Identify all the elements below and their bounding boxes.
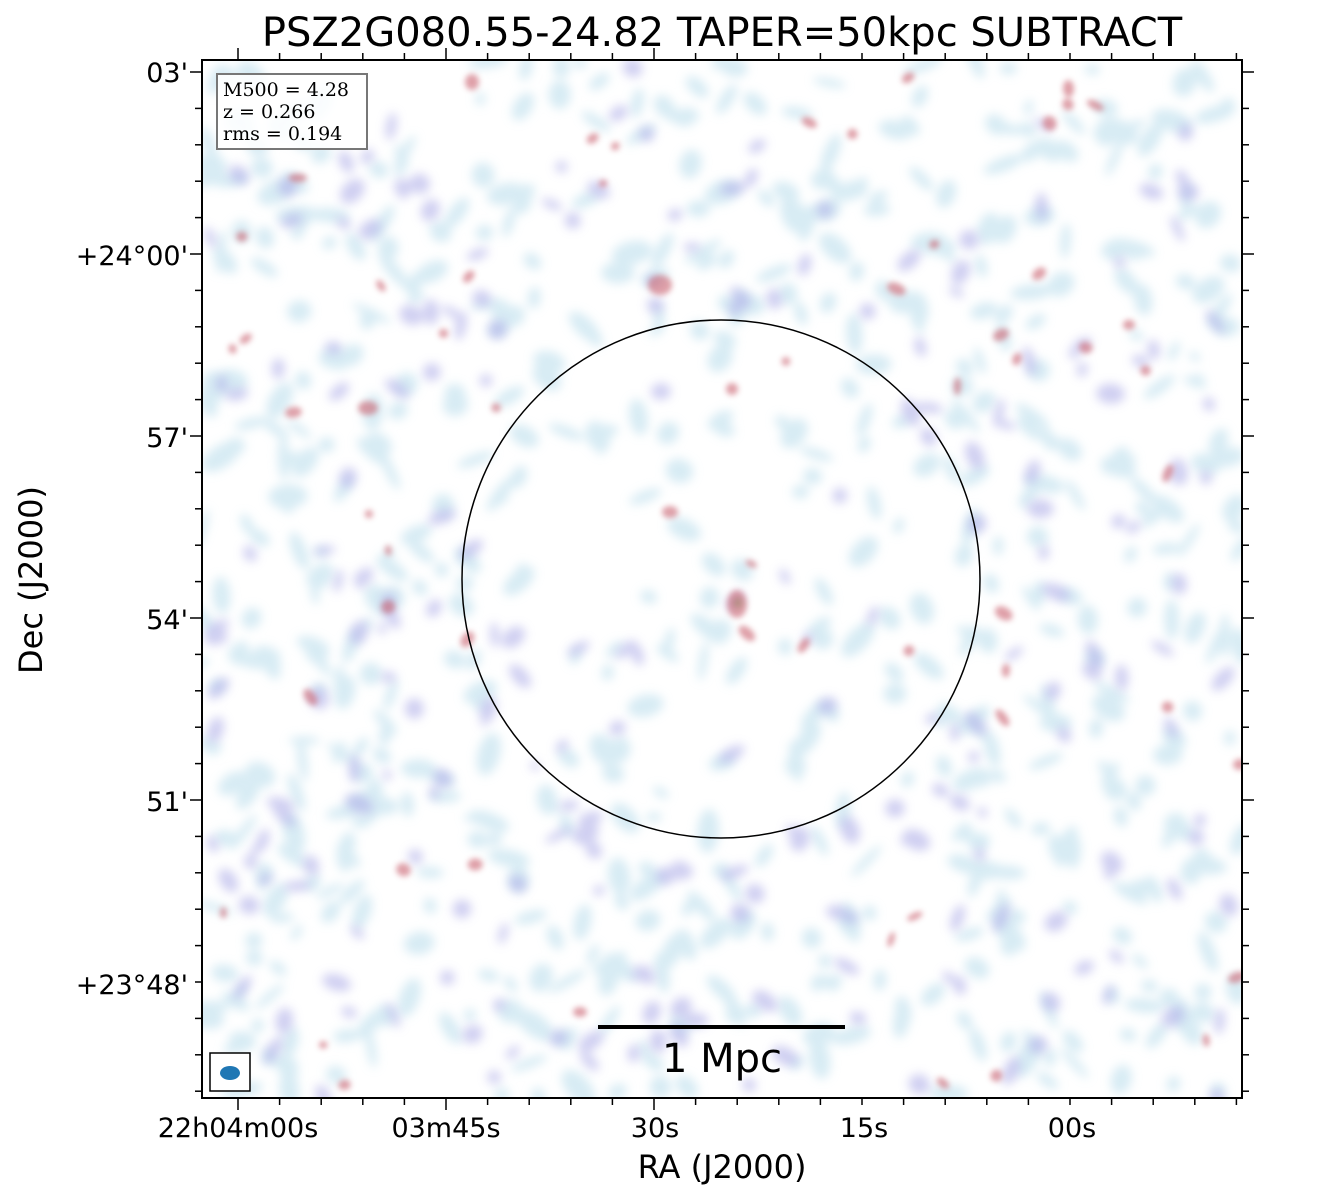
r500-circle [461, 319, 981, 839]
info-box-frame [216, 73, 368, 150]
info-redshift: z = 0.266 [223, 101, 315, 123]
dec-tick-label: +23°48' [76, 970, 188, 1001]
dec-tick-labels: 03' +24°00' 57' 54' 51' +23°48' [76, 58, 188, 1001]
info-rms: rms = 0.194 [223, 123, 342, 145]
ra-tick-label: 15s [840, 1113, 888, 1144]
dec-tick-label: 03' [146, 58, 188, 89]
ra-tick-label: 30s [631, 1113, 679, 1144]
ra-tick-label: 03m45s [391, 1113, 500, 1144]
dec-tick-label: 51' [146, 787, 188, 818]
ra-tick-labels: 22h04m00s 03m45s 30s 15s 00s [158, 1113, 1097, 1144]
dec-tick-label: +24°00' [76, 241, 188, 272]
info-m500: M500 = 4.28 [223, 79, 349, 101]
ra-tick-label: 22h04m00s [158, 1113, 319, 1144]
info-box: M500 = 4.28 z = 0.266 rms = 0.194 [216, 73, 368, 150]
plot-frame [201, 59, 1243, 1099]
axis-ticks [190, 48, 1254, 1110]
beam-indicator [209, 1052, 251, 1092]
dec-tick-label: 54' [146, 605, 188, 636]
scale-bar: 1 Mpc [598, 1025, 845, 1082]
figure-title: PSZ2G080.55-24.82 TAPER=50kpc SUBTRACT [262, 10, 1183, 56]
beam-ellipse [220, 1066, 240, 1080]
radio-map-image [202, 60, 1242, 1098]
y-axis-label: Dec (J2000) [12, 486, 50, 674]
ra-tick-label: 00s [1048, 1113, 1096, 1144]
x-axis-label: RA (J2000) [638, 1148, 807, 1186]
scale-bar-label: 1 Mpc [662, 1036, 782, 1082]
dec-tick-label: 57' [146, 423, 188, 454]
